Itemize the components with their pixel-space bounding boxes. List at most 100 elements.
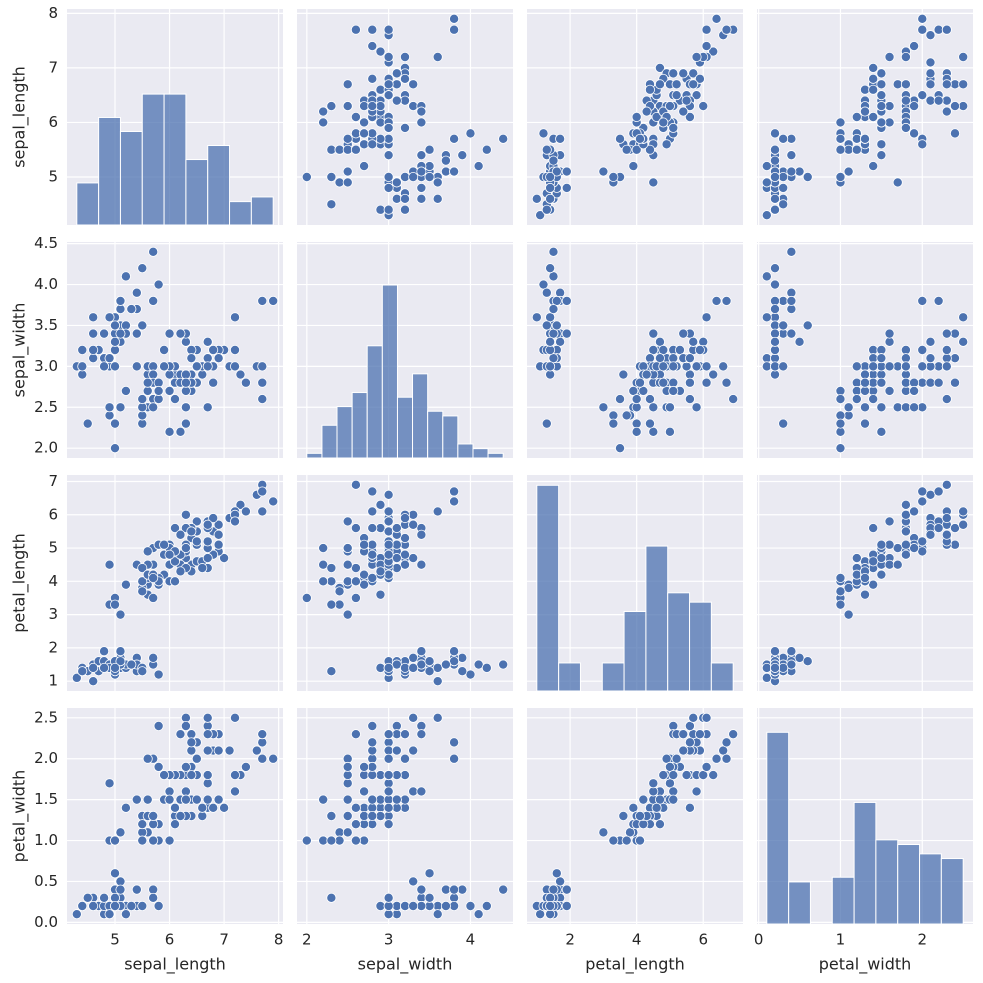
scatter-point	[131, 328, 142, 339]
scatter-point	[868, 62, 879, 73]
scatter-point	[900, 539, 911, 550]
scatter-point	[359, 786, 370, 797]
scatter-point	[860, 589, 871, 600]
scatter-point	[326, 811, 337, 822]
panel	[527, 708, 743, 924]
scatter-point	[634, 811, 645, 822]
scatter-point	[131, 794, 142, 805]
scatter-point	[778, 418, 789, 429]
scatter-point	[175, 426, 186, 437]
scatter-point	[721, 737, 732, 748]
scatter-point	[548, 304, 559, 315]
panel	[527, 9, 743, 225]
scatter-point	[658, 361, 669, 372]
scatter-point	[383, 539, 394, 550]
scatter-point	[868, 361, 879, 372]
x-axis-label: sepal_length	[124, 955, 226, 975]
scatter-point	[240, 377, 251, 388]
scatter-point	[257, 729, 268, 740]
scatter-point	[615, 394, 626, 405]
scatter-point	[257, 361, 268, 372]
scatter-point	[449, 486, 460, 497]
scatter-point	[917, 295, 928, 306]
scatter-point	[688, 79, 699, 90]
scatter-point	[465, 128, 476, 139]
scatter-point	[408, 519, 419, 530]
scatter-point	[159, 344, 170, 355]
scatter-point	[678, 328, 689, 339]
scatter-point	[148, 892, 159, 903]
scatter-point	[868, 523, 879, 534]
scatter-point	[684, 353, 695, 364]
scatter-point	[383, 549, 394, 560]
scatter-point	[180, 377, 191, 388]
scatter-point	[350, 802, 361, 813]
scatter-point	[835, 443, 846, 454]
scatter-point	[884, 52, 895, 63]
scatter-point	[868, 73, 879, 84]
scatter-point	[761, 312, 772, 323]
scatter-point	[257, 753, 268, 764]
x-axis-label: sepal_width	[358, 955, 453, 975]
scatter-point	[876, 101, 887, 112]
scatter-point	[350, 523, 361, 534]
scatter-point	[778, 133, 789, 144]
scatter-point	[142, 794, 153, 805]
scatter-point	[631, 426, 642, 437]
scatter-point	[342, 101, 353, 112]
scatter-point	[498, 133, 509, 144]
scatter-point	[718, 361, 729, 372]
scatter-point	[110, 868, 121, 879]
scatter-point	[213, 529, 224, 540]
scatter-point	[240, 506, 251, 517]
scatter-point	[909, 385, 920, 396]
y-tick-label: 2.0	[34, 439, 58, 457]
scatter-point	[99, 361, 110, 372]
scatter-point	[535, 210, 546, 221]
scatter-point	[350, 835, 361, 846]
scatter-point	[137, 263, 148, 274]
scatter-point	[131, 884, 142, 895]
histogram-bar	[689, 601, 712, 692]
scatter-point	[671, 79, 682, 90]
scatter-point	[251, 745, 262, 756]
scatter-point	[481, 662, 492, 673]
scatter-point	[359, 117, 370, 128]
scatter-point	[925, 30, 936, 41]
x-tick-label: 5	[110, 931, 120, 949]
scatter-point	[164, 426, 175, 437]
scatter-point	[383, 802, 394, 813]
scatter-point	[778, 182, 789, 193]
scatter-point	[202, 536, 213, 547]
scatter-point	[917, 13, 928, 24]
y-tick-label: 5	[48, 168, 58, 186]
scatter-point	[99, 892, 110, 903]
scatter-point	[137, 835, 148, 846]
scatter-point	[621, 835, 632, 846]
scatter-point	[342, 516, 353, 527]
scatter-point	[164, 385, 175, 396]
histogram-bar	[766, 731, 790, 925]
scatter-point	[120, 385, 131, 396]
scatter-point	[950, 377, 961, 388]
scatter-point	[900, 79, 911, 90]
scatter-point	[213, 353, 224, 364]
scatter-point	[208, 802, 219, 813]
y-tick-label: 1.0	[34, 831, 58, 849]
scatter-point	[208, 377, 219, 388]
scatter-point	[257, 394, 268, 405]
scatter-point	[786, 150, 797, 161]
scatter-point	[654, 62, 665, 73]
scatter-point	[641, 369, 652, 380]
scatter-point	[391, 95, 402, 106]
scatter-point	[658, 377, 669, 388]
scatter-point	[909, 101, 920, 112]
scatter-point	[104, 559, 115, 570]
scatter-point	[691, 402, 702, 413]
scatter-point	[137, 576, 148, 587]
scatter-point	[399, 193, 410, 204]
scatter-point	[110, 662, 121, 673]
scatter-point	[958, 519, 969, 530]
scatter-point	[202, 770, 213, 781]
scatter-point	[598, 402, 609, 413]
